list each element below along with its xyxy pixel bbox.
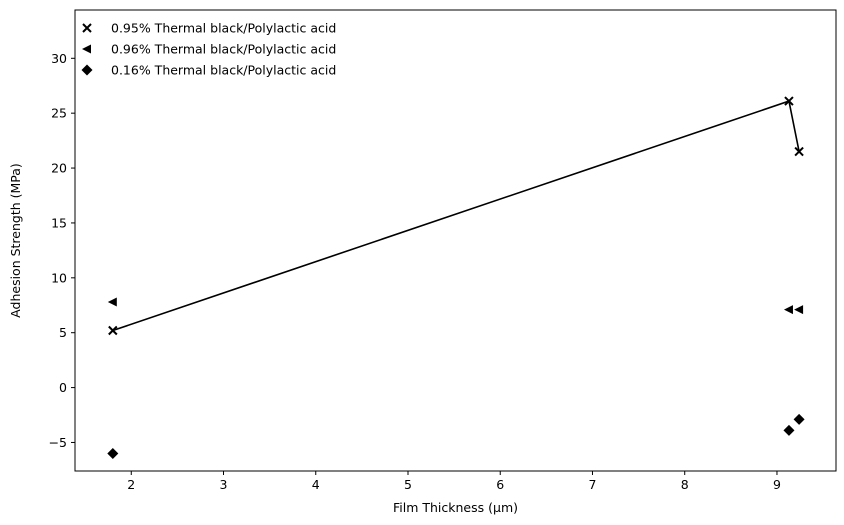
legend: 0.95% Thermal black/Polylactic acid 0.96%… (81, 21, 336, 78)
series-2-point (107, 297, 117, 307)
y-tick-label: 30 (51, 51, 67, 66)
x-tick-label: 6 (496, 477, 504, 492)
y-tick-label: 15 (51, 215, 67, 230)
series-3-point (107, 447, 119, 459)
series-3-point (783, 424, 795, 436)
x-tick-label: 4 (312, 477, 320, 492)
y-axis-label: Adhesion Strength (MPa) (8, 163, 23, 318)
series-2 (107, 297, 804, 315)
plot-area (107, 96, 805, 459)
y-tick-label: 5 (59, 325, 67, 340)
series-3 (107, 413, 805, 459)
series-1-point (108, 325, 118, 336)
y-axis-ticks: −5 0 5 10 15 20 25 30 (49, 51, 75, 450)
legend-marker-2 (82, 44, 91, 54)
series-1-point (794, 146, 804, 157)
x-tick-label: 7 (589, 477, 597, 492)
x-axis-ticks: 2 3 4 5 6 7 8 9 (127, 471, 781, 492)
y-tick-label: 10 (51, 270, 67, 285)
legend-label-3: 0.16% Thermal black/Polylactic acid (111, 63, 336, 78)
legend-label-1: 0.95% Thermal black/Polylactic acid (111, 21, 336, 36)
legend-marker-3 (81, 64, 93, 76)
x-tick-label: 8 (681, 477, 689, 492)
y-tick-label: 25 (51, 106, 67, 121)
legend-label-2: 0.96% Thermal black/Polylactic acid (111, 42, 336, 57)
series-2-point (794, 305, 804, 315)
y-tick-label: −5 (49, 435, 67, 450)
series-3-point (793, 413, 805, 425)
legend-marker-1 (82, 23, 92, 33)
x-tick-label: 2 (127, 477, 135, 492)
y-tick-label: 20 (51, 161, 67, 176)
y-tick-label: 0 (59, 380, 67, 395)
series-1-line (112, 100, 800, 332)
series-2-point (783, 305, 793, 315)
x-tick-label: 9 (773, 477, 781, 492)
x-axis-label: Film Thickness (µm) (393, 500, 518, 515)
x-tick-label: 5 (404, 477, 412, 492)
plot-frame (74, 9, 837, 472)
x-tick-label: 3 (220, 477, 228, 492)
series-1 (108, 96, 804, 336)
series-1-point (784, 96, 794, 106)
